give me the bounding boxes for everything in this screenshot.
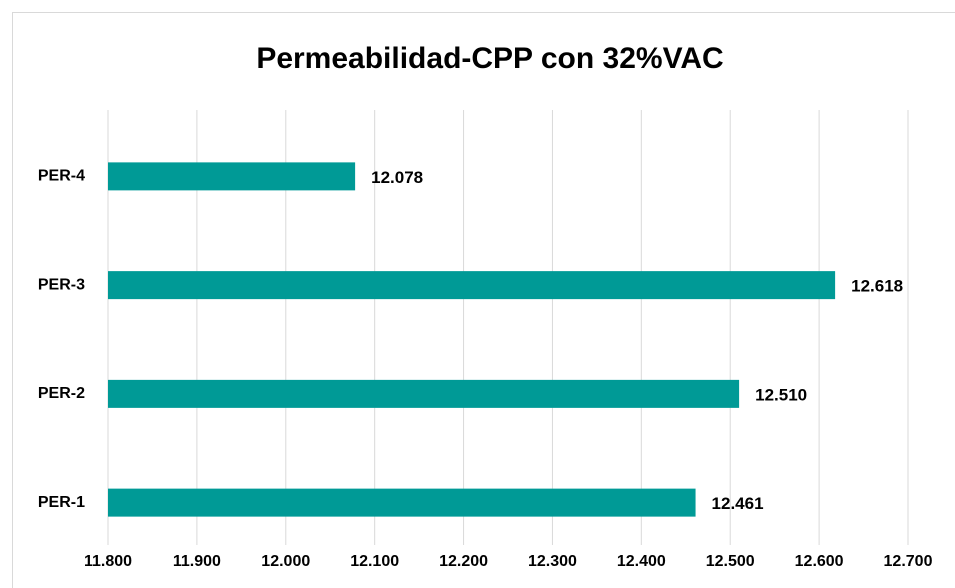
y-tick-label: PER-4: [38, 168, 85, 185]
x-tick-label: 12.400: [617, 553, 666, 570]
bar: [108, 488, 696, 517]
bar: [108, 271, 836, 300]
bar: [108, 162, 356, 191]
data-label: 12.510: [755, 385, 807, 404]
x-tick-label: 12.100: [350, 553, 399, 570]
y-tick-label: PER-3: [38, 276, 85, 293]
data-label: 12.618: [851, 277, 903, 296]
x-tick-label: 12.300: [528, 553, 577, 570]
chart-title: Permeabilidad-CPP con 32%VAC: [256, 42, 723, 75]
data-label: 12.078: [371, 168, 423, 187]
x-tick-label: 11.800: [84, 553, 132, 570]
data-label: 12.461: [712, 494, 764, 513]
x-tick-label: 11.900: [173, 553, 221, 570]
x-tick-label: 12.000: [261, 553, 310, 570]
y-tick-label: PER-1: [38, 494, 85, 511]
bar: [108, 379, 740, 408]
x-tick-label: 12.500: [706, 553, 755, 570]
x-tick-label: 12.600: [795, 553, 844, 570]
x-tick-label: 12.200: [439, 553, 488, 570]
x-tick-label: 12.700: [884, 553, 933, 570]
y-tick-label: PER-2: [38, 385, 85, 402]
